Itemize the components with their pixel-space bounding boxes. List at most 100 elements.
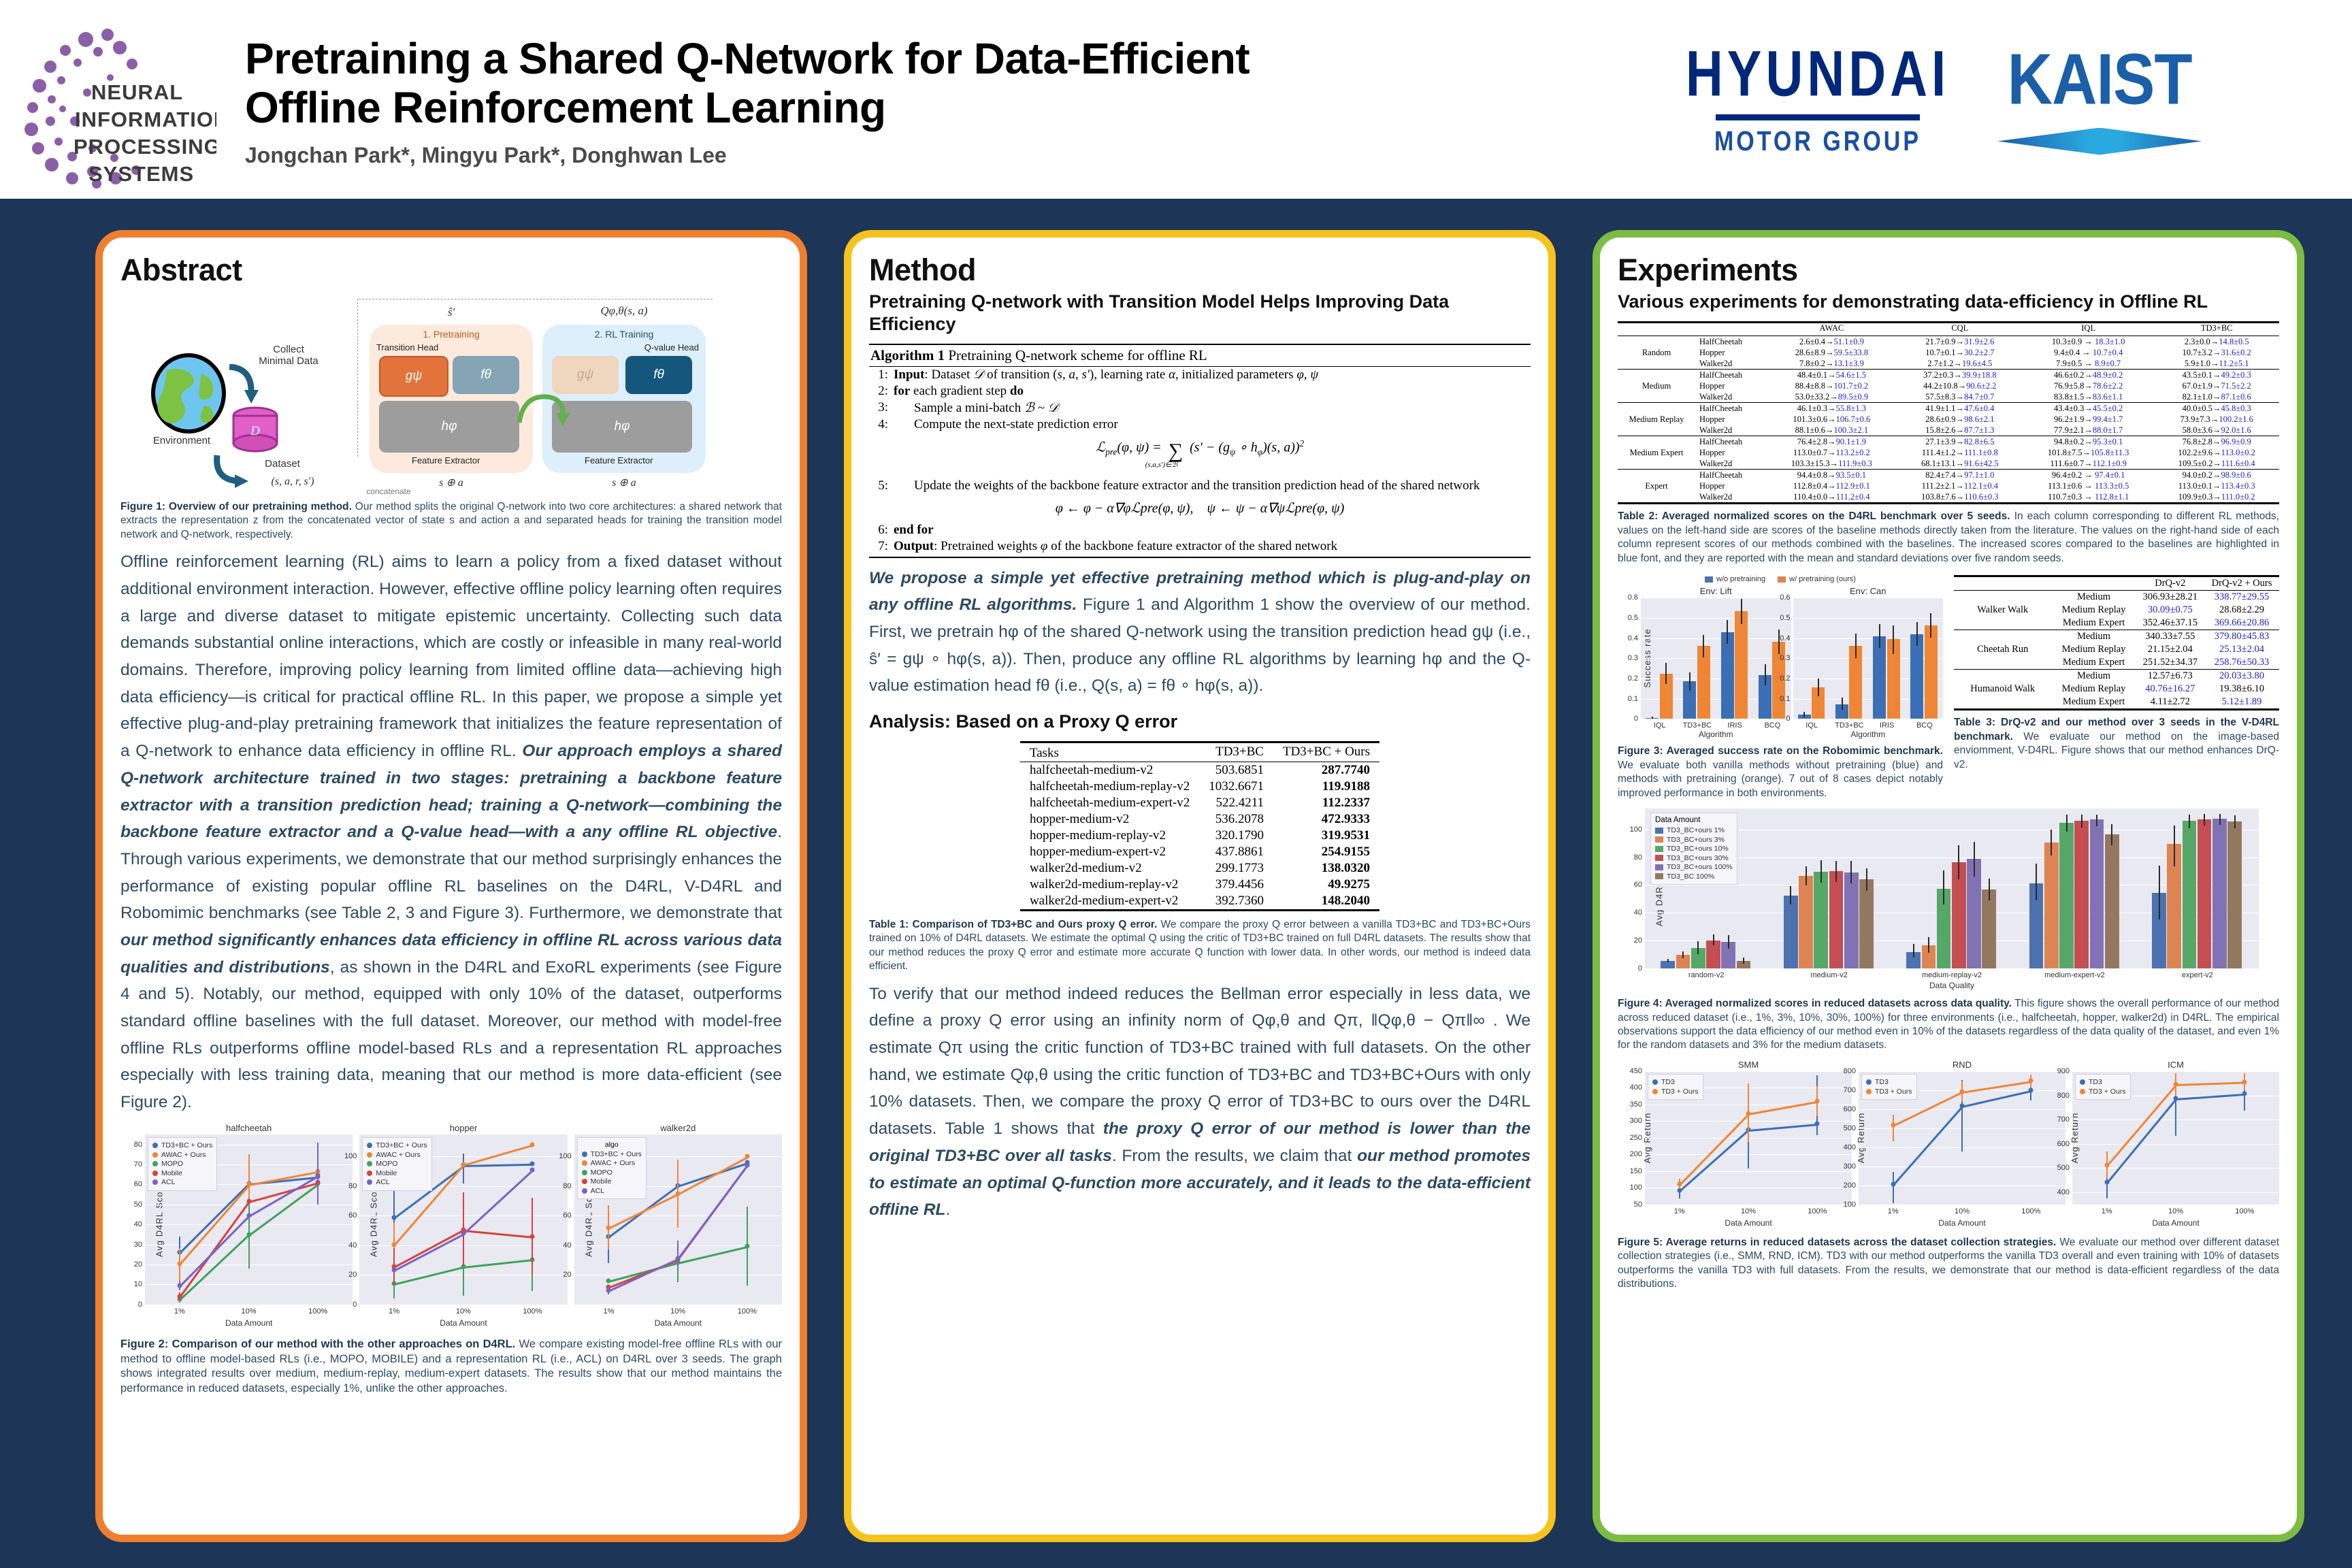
- fig2-panel1-title: halfcheetah: [226, 1122, 272, 1133]
- table-row: Walker2d 110.4±0.0→111.2±0.4 103.8±7.6→110…: [1618, 491, 2279, 504]
- table2-env: HalfCheetah: [1699, 403, 1743, 413]
- fig1-caption-bold: Figure 1: Overview of our pretraining me…: [120, 501, 352, 512]
- fig1-feature-extractor-label-2: Feature Extractor: [585, 455, 653, 466]
- table2-cell: 40.0±0.5→45.8±0.3: [2182, 403, 2251, 413]
- y-tick-label: 100: [344, 1152, 357, 1161]
- legend-item: MOPO: [581, 1169, 642, 1177]
- table2-cell: 102.2±9.6→113.0±0.2: [2178, 447, 2255, 457]
- figure-3-block: w/o pretraining w/ pretraining (ours) En…: [1618, 575, 1943, 800]
- error-bar: [1667, 958, 1669, 962]
- legend-item: TD3+BC + Ours: [152, 1141, 212, 1149]
- table-row: Medium Replay 21.15±2.04 25.13±2.04: [1954, 643, 2279, 656]
- fig2-plot-area-3: Avg D4RL Score 20 40 60 80 100 1% 10% 100% algo TD…: [559, 1134, 782, 1316]
- table1-baseline: 392.7360: [1215, 893, 1264, 908]
- error-bar: [1893, 625, 1895, 654]
- error-bar: [1790, 886, 1792, 905]
- fig2-caption-rest: We compare existing model-free offline R…: [120, 1337, 783, 1395]
- legend-item: TD3 + Ours: [1652, 1088, 1699, 1096]
- x-tick-label: IRIS: [1727, 721, 1742, 730]
- data-point: [1891, 1122, 1896, 1128]
- algorithm-line-6: 6: end for: [878, 522, 934, 537]
- table1-baseline: 299.1773: [1215, 860, 1264, 875]
- table2-cell: 76.9±5.8→78.6±2.2: [2054, 380, 2123, 391]
- legend-item: TD3_BC+ours 1%: [1655, 826, 1733, 834]
- chart-legend: TD3 TD3 + Ours: [1648, 1073, 1703, 1100]
- error-bar: [1727, 619, 1729, 644]
- fig5-caption-bold: Figure 5: Average returns in reduced dat…: [1618, 1236, 2057, 1248]
- table2-cell: 5.9±1.0→11.2±5.1: [2184, 358, 2249, 368]
- data-point: [529, 1167, 535, 1173]
- y-tick-label: 900: [2057, 1066, 2070, 1075]
- y-tick-label: 0.3: [1780, 654, 1791, 663]
- table2-cell: 111.6±0.7→112.1±0.9: [2050, 458, 2127, 468]
- table-row: Cheetah Run Medium 340.33±7.55 379.80±45.83: [1954, 630, 2279, 655]
- x-tick-label: 1%: [389, 1307, 400, 1316]
- error-bar: [1892, 1115, 1894, 1141]
- table2-cell: 41.9±1.1→47.6±0.4: [1925, 403, 1995, 413]
- legend-item: TD3: [2080, 1078, 2126, 1086]
- algorithm-line-2: 2: for each gradient step do: [878, 383, 1024, 398]
- chart-legend: TD3+BC + Ours AWAC + Ours MOPO Mobile ACL: [148, 1137, 218, 1191]
- table-row: Medium Replay HalfCheetah 46.1±0.3→55.8±1.…: [1618, 402, 2279, 424]
- gridline: [1793, 658, 1943, 659]
- bar: [1982, 889, 1997, 969]
- line-segment: [463, 1230, 533, 1239]
- fig5-xlabel-2: Data Amount: [1938, 1218, 1986, 1228]
- table3-ours: 379.80±45.83: [2214, 631, 2270, 642]
- table2-method-header: TD3+BC: [2200, 323, 2233, 333]
- y-tick-label: 0.3: [1627, 654, 1638, 663]
- fig1-h-phi-pretrain: hφ: [379, 401, 519, 453]
- bar: [1772, 641, 1786, 719]
- fig4-xlabel: Data Quality: [1929, 981, 1975, 991]
- table2-cell: 7.9±0.5 → 8.9±0.7: [2056, 358, 2121, 368]
- table3-baseline: 4.11±2.72: [2150, 696, 2190, 708]
- legend-item: TD3_BC+ours 30%: [1655, 854, 1733, 862]
- fig5-panel3-title: ICM: [2168, 1059, 2184, 1070]
- gridline: [1641, 658, 1791, 659]
- table2-env: Hopper: [1699, 380, 1725, 391]
- table2-cell: 101.3±0.6→106.7±0.6: [1793, 414, 1871, 424]
- fig1-environment-label: Environment: [152, 435, 211, 446]
- y-tick-label: 450: [1629, 1066, 1642, 1075]
- algorithm-1-box: Algorithm 1 Pretraining Q-network scheme…: [869, 343, 1531, 558]
- table-row: Medium Expert HalfCheetah 76.4±2.8→90.1±1.…: [1618, 436, 2279, 457]
- analysis-subtitle: Analysis: Based on a Proxy Q error: [869, 710, 1178, 732]
- table2-cell: 10.7±0.1→30.2±2.7: [1925, 347, 1995, 357]
- error-bar: [1712, 934, 1714, 946]
- bar: [1735, 611, 1748, 719]
- fig3-panel1-title: Env: Lift: [1699, 586, 1732, 597]
- table2-cell: 96.4±0.2 → 97.4±0.1: [2051, 470, 2125, 480]
- error-bar: [1865, 868, 1867, 891]
- table2-cell: 94.8±0.2→95.3±0.1: [2054, 436, 2123, 446]
- data-point: [606, 1225, 611, 1230]
- y-tick-label: 100: [1843, 1200, 1856, 1209]
- fig4-plot-area: Avg D4RL Score 0 20 40 60 80 100 random-v2 mediu…: [1630, 808, 2259, 979]
- method-p3: . From the results, we claim that: [1111, 1146, 1358, 1165]
- y-tick-label: 700: [1843, 1085, 1856, 1094]
- error-bar: [2173, 825, 2175, 866]
- gridline: [1645, 1071, 1852, 1072]
- chart-legend: TD3+BC + Ours AWAC + Ours MOPO Mobile ACL: [362, 1137, 432, 1191]
- data-point: [315, 1173, 321, 1178]
- table2-env: Hopper: [1699, 447, 1725, 457]
- table2-cell: 110.7±0.3 → 112.8±1.1: [2048, 491, 2129, 502]
- figure-5-charts: SMM Avg Return 50 100 150 200 250 300 350 400 450…: [1618, 1060, 2279, 1228]
- error-bar: [462, 1154, 464, 1183]
- fig3-legend-swatch-2: [1778, 576, 1786, 583]
- y-tick-label: 10: [133, 1280, 142, 1289]
- experiments-subtitle: Various experiments for demonstrating da…: [1618, 291, 2208, 312]
- data-point: [1677, 1188, 1682, 1193]
- y-tick-label: 200: [1843, 1181, 1856, 1190]
- bar: [1814, 872, 1829, 969]
- experiments-section-title: Experiments: [1618, 252, 1798, 287]
- hyundai-divider: [1715, 114, 1920, 120]
- error-bar: [178, 1248, 180, 1287]
- y-tick-label: 20: [348, 1271, 357, 1279]
- figure-1-diagram: Collect Minimal Data Environment D Datase…: [120, 291, 782, 496]
- algorithm-line-1: 1: Input: Dataset 𝒟 of transition (s, a, …: [878, 367, 1319, 382]
- error-bar: [1958, 845, 1960, 880]
- legend-item: MOPO: [152, 1160, 212, 1168]
- line-segment: [2175, 1093, 2245, 1100]
- fig2-xlabel-3: Data Amount: [654, 1318, 702, 1328]
- table-row: Hopper 88.4±8.8→101.7±0.2 44.2±10.8→90.6±2…: [1618, 380, 2279, 391]
